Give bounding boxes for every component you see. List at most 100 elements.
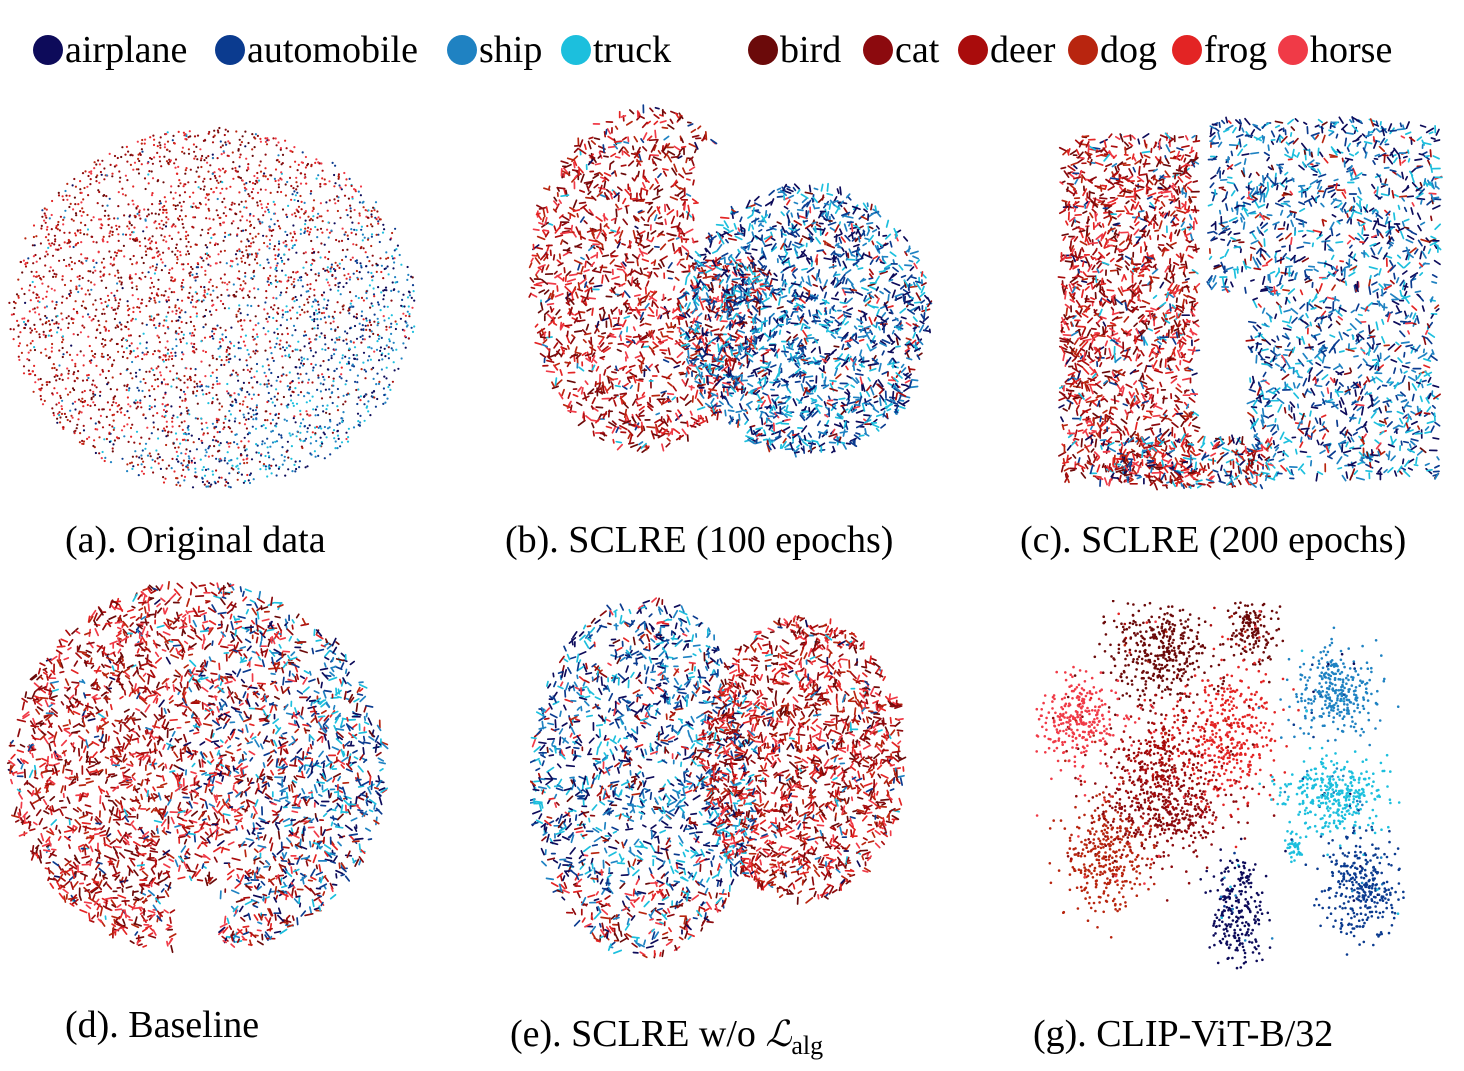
point-horse bbox=[275, 264, 278, 267]
point-frog bbox=[362, 299, 365, 302]
point-ship bbox=[131, 360, 134, 364]
point-airplane bbox=[224, 478, 227, 481]
point-dog bbox=[54, 275, 57, 278]
point-ship bbox=[106, 204, 109, 207]
point-dog bbox=[303, 303, 306, 306]
point-cat bbox=[161, 227, 164, 230]
point-dog bbox=[293, 212, 296, 215]
point-truck bbox=[131, 467, 134, 470]
point-horse bbox=[80, 411, 83, 414]
point-deer bbox=[601, 345, 609, 353]
point-bird bbox=[662, 144, 668, 152]
point-frog bbox=[136, 355, 140, 358]
point-cat bbox=[175, 319, 178, 322]
point-dog bbox=[172, 204, 175, 207]
point-ship bbox=[58, 364, 61, 367]
point-dog bbox=[659, 243, 667, 251]
point-bird bbox=[120, 276, 123, 279]
point-frog bbox=[53, 322, 56, 325]
point-frog bbox=[241, 215, 244, 218]
point-truck bbox=[370, 271, 373, 275]
point-bird bbox=[624, 253, 629, 260]
point-truck bbox=[266, 446, 269, 449]
point-airplane bbox=[303, 345, 306, 348]
point-automobile bbox=[267, 261, 270, 264]
point-bird bbox=[238, 307, 241, 311]
point-horse bbox=[688, 166, 696, 172]
point-frog bbox=[139, 244, 142, 247]
point-airplane bbox=[353, 357, 357, 360]
point-frog bbox=[559, 369, 563, 376]
point-frog bbox=[174, 225, 177, 228]
point-deer bbox=[50, 334, 53, 337]
point-deer bbox=[222, 302, 225, 306]
point-horse bbox=[190, 342, 193, 345]
point-cat bbox=[219, 261, 222, 264]
point-truck bbox=[284, 274, 287, 277]
point-dog bbox=[235, 313, 238, 316]
point-horse bbox=[79, 331, 82, 334]
point-dog bbox=[710, 409, 717, 416]
point-dog bbox=[278, 280, 281, 283]
point-cat bbox=[291, 350, 294, 353]
point-deer bbox=[653, 301, 659, 309]
point-truck bbox=[336, 434, 340, 437]
point-bird bbox=[113, 439, 116, 442]
point-frog bbox=[269, 346, 272, 349]
point-bird bbox=[73, 196, 76, 199]
point-ship bbox=[367, 400, 370, 403]
point-airplane bbox=[360, 328, 363, 331]
point-bird bbox=[201, 228, 204, 231]
point-dog bbox=[574, 351, 582, 355]
point-cat bbox=[583, 220, 588, 225]
point-horse bbox=[50, 213, 53, 217]
point-truck bbox=[294, 194, 297, 197]
point-cat bbox=[117, 205, 120, 208]
point-horse bbox=[21, 317, 24, 320]
point-ship bbox=[342, 394, 345, 397]
point-bird bbox=[246, 238, 249, 241]
point-horse bbox=[688, 385, 695, 389]
point-airplane bbox=[306, 427, 309, 430]
point-bird bbox=[254, 315, 257, 318]
point-bird bbox=[247, 254, 250, 257]
point-cat bbox=[639, 336, 648, 342]
point-frog bbox=[37, 378, 40, 381]
point-frog bbox=[238, 156, 241, 159]
point-horse bbox=[126, 423, 129, 426]
point-airplane bbox=[677, 155, 683, 159]
point-deer bbox=[364, 377, 367, 380]
point-horse bbox=[181, 146, 184, 149]
point-truck bbox=[357, 388, 360, 391]
point-dog bbox=[153, 299, 156, 302]
point-bird bbox=[691, 370, 698, 374]
point-deer bbox=[273, 304, 276, 307]
point-cat bbox=[184, 397, 187, 400]
point-dog bbox=[625, 120, 633, 126]
point-automobile bbox=[319, 425, 322, 428]
point-airplane bbox=[230, 326, 233, 329]
point-bird bbox=[61, 355, 64, 359]
point-truck bbox=[287, 355, 290, 358]
point-bird bbox=[566, 270, 572, 276]
point-frog bbox=[45, 208, 48, 211]
point-horse bbox=[104, 327, 107, 330]
point-dog bbox=[291, 298, 294, 301]
point-airplane bbox=[267, 379, 270, 382]
point-deer bbox=[95, 180, 98, 183]
point-airplane bbox=[160, 381, 163, 384]
point-automobile bbox=[95, 261, 98, 264]
point-frog bbox=[649, 290, 655, 294]
point-bird bbox=[349, 210, 352, 213]
point-frog bbox=[595, 417, 601, 424]
point-airplane bbox=[673, 364, 680, 369]
point-dog bbox=[104, 339, 107, 342]
point-ship bbox=[244, 189, 247, 192]
point-frog bbox=[225, 187, 228, 190]
point-frog bbox=[155, 367, 158, 370]
point-horse bbox=[307, 381, 310, 384]
point-bird bbox=[693, 148, 698, 154]
point-horse bbox=[215, 417, 218, 420]
point-cat bbox=[211, 299, 214, 302]
point-dog bbox=[148, 452, 151, 455]
